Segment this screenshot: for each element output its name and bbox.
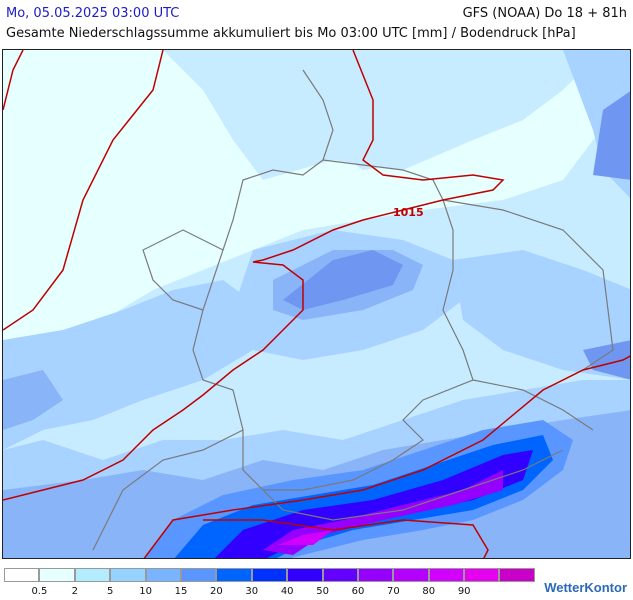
poland-border bbox=[442, 199, 614, 371]
country-borders bbox=[92, 69, 614, 551]
isobar-label: 1015 bbox=[393, 206, 424, 219]
region-east-blue bbox=[583, 340, 630, 380]
legend-tick-label: 80 bbox=[422, 586, 436, 597]
denmark-border bbox=[302, 69, 334, 161]
legend-swatch bbox=[357, 568, 394, 582]
region-west-mid bbox=[3, 370, 63, 430]
map-canvas: 1015 bbox=[3, 50, 630, 558]
legend-ticks: 0.5 2 5 10 15 20 30 40 50 60 70 80 90 bbox=[4, 586, 504, 600]
header: Mo, 05.05.2025 03:00 UTC GFS (NOAA) Do 1… bbox=[0, 0, 633, 48]
legend-swatch bbox=[74, 568, 111, 582]
model-run: GFS (NOAA) Do 18 + 81h bbox=[462, 6, 627, 21]
legend-swatch bbox=[145, 568, 181, 582]
legend-tick-label: 50 bbox=[316, 586, 329, 597]
legend-swatch bbox=[428, 568, 465, 582]
legend-swatch bbox=[322, 568, 358, 582]
region-alps-peak bbox=[278, 530, 333, 545]
legend-tick-label: 40 bbox=[280, 586, 294, 597]
alps-border bbox=[262, 449, 564, 521]
legend-tick-label: 60 bbox=[351, 586, 365, 597]
region-north-light bbox=[163, 50, 453, 170]
legend-tick-label: 20 bbox=[210, 586, 223, 597]
legend-swatch bbox=[393, 568, 429, 582]
isobar-1015 bbox=[3, 50, 505, 501]
map-subtitle: Gesamte Niederschlagssumme akkumuliert b… bbox=[6, 26, 576, 41]
legend-swatch bbox=[287, 568, 323, 582]
legend-swatch bbox=[110, 568, 146, 582]
region-east-light bbox=[453, 250, 630, 380]
legend-swatch bbox=[39, 568, 75, 582]
germany-border bbox=[192, 159, 474, 491]
legend-tick-label: 10 bbox=[139, 586, 152, 597]
legend-swatch bbox=[4, 568, 40, 582]
region-central-blue bbox=[283, 250, 403, 310]
legend-tick-label: 0.5 bbox=[31, 586, 48, 597]
czech-border bbox=[472, 379, 594, 431]
isobar-alps bbox=[203, 519, 489, 558]
legend-tick-label: 2 bbox=[71, 586, 78, 597]
color-legend bbox=[4, 568, 535, 584]
legend-tick-label: 90 bbox=[457, 586, 471, 597]
benelux-border bbox=[142, 229, 224, 311]
legend-tick-label: 5 bbox=[107, 586, 114, 597]
legend-tick-label: 15 bbox=[174, 586, 188, 597]
legend-swatch bbox=[251, 568, 288, 582]
isobars bbox=[3, 50, 630, 558]
region-west-band bbox=[3, 280, 263, 450]
isobar-nw bbox=[3, 50, 24, 111]
region-lightest bbox=[3, 50, 630, 340]
region-ne-blue bbox=[593, 91, 630, 180]
precipitation-map: 1015 bbox=[2, 49, 631, 559]
legend-swatch bbox=[216, 568, 252, 582]
isobar-west bbox=[3, 50, 164, 331]
legend-tick-label: 30 bbox=[245, 586, 259, 597]
legend-swatch bbox=[180, 568, 217, 582]
legend-tick-label: 70 bbox=[387, 586, 400, 597]
forecast-date: Mo, 05.05.2025 03:00 UTC bbox=[6, 6, 180, 21]
france-border bbox=[92, 429, 244, 551]
isobar-south bbox=[143, 355, 630, 558]
legend-swatch bbox=[499, 568, 535, 582]
legend-swatch bbox=[464, 568, 500, 582]
brand-logo: WetterKontor bbox=[544, 580, 627, 595]
